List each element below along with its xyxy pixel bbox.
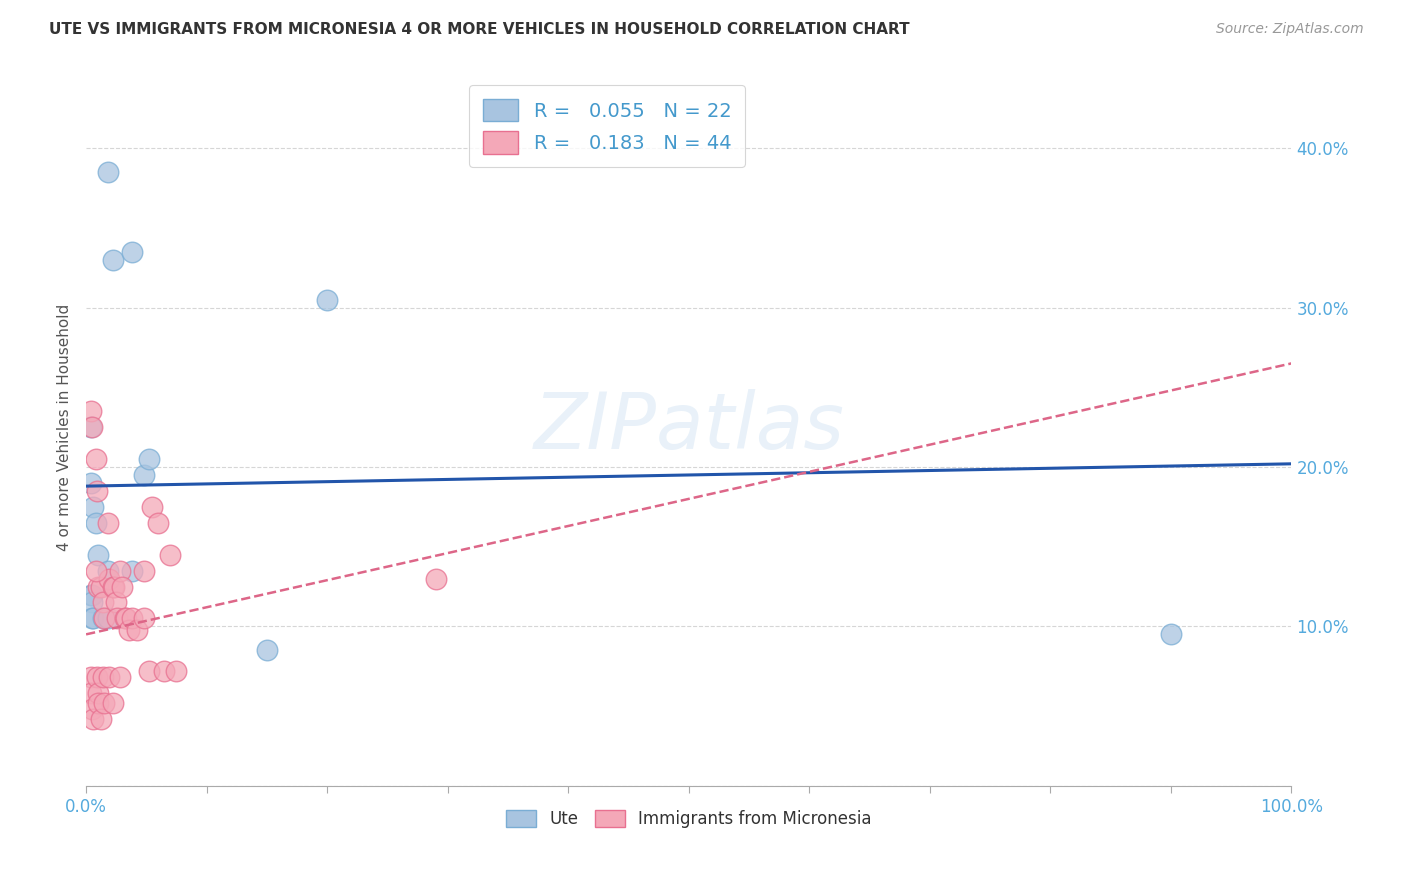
Point bbox=[115, 611, 138, 625]
Legend: Ute, Immigrants from Micronesia: Ute, Immigrants from Micronesia bbox=[499, 804, 879, 835]
Point bbox=[138, 664, 160, 678]
Point bbox=[82, 595, 104, 609]
Point bbox=[1160, 627, 1182, 641]
Point bbox=[111, 580, 134, 594]
Point bbox=[87, 696, 110, 710]
Point bbox=[97, 516, 120, 530]
Point bbox=[91, 670, 114, 684]
Point bbox=[86, 483, 108, 498]
Point bbox=[132, 467, 155, 482]
Point bbox=[80, 404, 103, 418]
Point bbox=[138, 452, 160, 467]
Point bbox=[90, 712, 112, 726]
Point bbox=[107, 611, 129, 625]
Point bbox=[80, 670, 103, 684]
Point bbox=[80, 475, 103, 490]
Point bbox=[121, 244, 143, 259]
Point bbox=[141, 500, 163, 514]
Point bbox=[82, 702, 104, 716]
Point bbox=[121, 564, 143, 578]
Text: UTE VS IMMIGRANTS FROM MICRONESIA 4 OR MORE VEHICLES IN HOUSEHOLD CORRELATION CH: UTE VS IMMIGRANTS FROM MICRONESIA 4 OR M… bbox=[49, 22, 910, 37]
Point bbox=[101, 252, 124, 267]
Point bbox=[98, 572, 121, 586]
Point bbox=[82, 420, 104, 434]
Point bbox=[97, 564, 120, 578]
Point bbox=[114, 611, 136, 625]
Point bbox=[87, 580, 110, 594]
Point bbox=[101, 580, 124, 594]
Point bbox=[256, 643, 278, 657]
Point bbox=[316, 293, 339, 307]
Point bbox=[82, 611, 104, 625]
Point bbox=[82, 611, 104, 625]
Point bbox=[93, 696, 115, 710]
Point bbox=[80, 587, 103, 601]
Point bbox=[82, 587, 104, 601]
Point bbox=[121, 611, 143, 625]
Point bbox=[153, 664, 176, 678]
Point bbox=[97, 611, 120, 625]
Point bbox=[105, 595, 128, 609]
Text: ZIPatlas: ZIPatlas bbox=[533, 389, 844, 465]
Point bbox=[87, 548, 110, 562]
Point bbox=[82, 500, 104, 514]
Point bbox=[103, 580, 125, 594]
Point bbox=[132, 611, 155, 625]
Point bbox=[91, 595, 114, 609]
Point bbox=[91, 611, 114, 625]
Point bbox=[101, 696, 124, 710]
Point bbox=[90, 580, 112, 594]
Y-axis label: 4 or more Vehicles in Household: 4 or more Vehicles in Household bbox=[58, 303, 72, 550]
Point bbox=[84, 564, 107, 578]
Point bbox=[118, 623, 141, 637]
Point bbox=[80, 420, 103, 434]
Point bbox=[80, 686, 103, 700]
Point bbox=[148, 516, 170, 530]
Point bbox=[87, 686, 110, 700]
Point bbox=[132, 564, 155, 578]
Point bbox=[84, 452, 107, 467]
Point bbox=[93, 611, 115, 625]
Point bbox=[98, 670, 121, 684]
Point bbox=[125, 623, 148, 637]
Point bbox=[82, 712, 104, 726]
Point bbox=[84, 516, 107, 530]
Point bbox=[108, 670, 131, 684]
Point bbox=[86, 670, 108, 684]
Point bbox=[159, 548, 181, 562]
Point bbox=[425, 572, 447, 586]
Point bbox=[108, 564, 131, 578]
Text: Source: ZipAtlas.com: Source: ZipAtlas.com bbox=[1216, 22, 1364, 37]
Point bbox=[97, 165, 120, 179]
Point bbox=[166, 664, 188, 678]
